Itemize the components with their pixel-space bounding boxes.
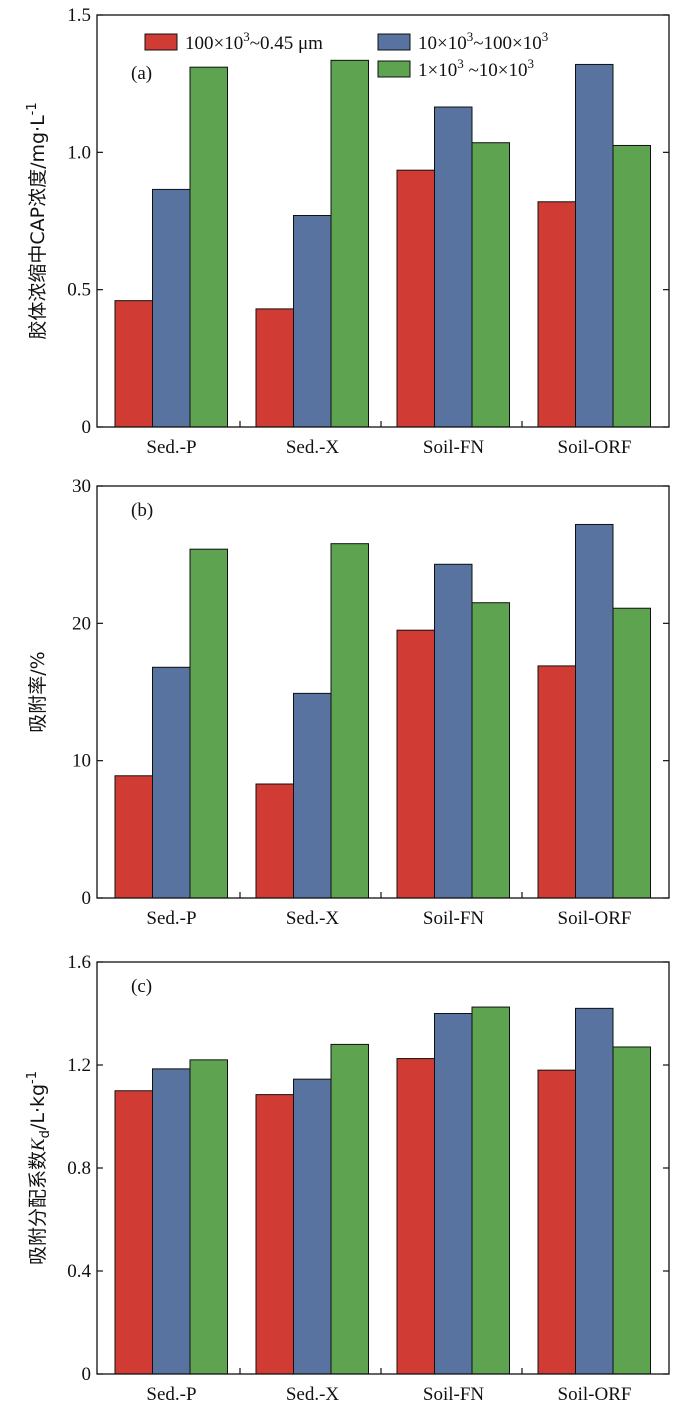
plot-frame — [96, 14, 670, 428]
bar-sed-x-series-2 — [330, 543, 369, 899]
y-axis-label: 吸附率/% — [27, 651, 49, 732]
bar-sed-x-series-2 — [330, 59, 369, 428]
x-category-label: Sed.-X — [286, 437, 340, 458]
panel-label: (b) — [131, 500, 153, 521]
bar-sed-x-series-0 — [255, 783, 294, 899]
chart-panel-b: 0 10 20 30 Sed.-P Sed.-X Soil-FN Soil-ORF (b) 吸附率… — [27, 476, 670, 929]
bar-sed-x-series-2 — [330, 1043, 369, 1375]
x-category-label: Sed.-P — [146, 1384, 196, 1405]
bar-soil-orf-series-1 — [575, 63, 614, 428]
legend-label-0: 100×103~0.45 μm — [185, 29, 323, 54]
legend-label-2: 1×103 ~10×103 — [418, 56, 534, 81]
bar-sed-x-series-0 — [255, 1094, 294, 1375]
bar-soil-orf-series-1 — [575, 523, 614, 899]
bar-soil-fn-series-2 — [471, 142, 510, 428]
bar-soil-fn-series-0 — [396, 169, 435, 428]
legend-swatch-2 — [377, 60, 411, 78]
panel-label: (c) — [131, 976, 152, 997]
bar-soil-fn-series-1 — [434, 106, 473, 428]
y-tick-label: 0 — [82, 888, 92, 909]
y-tick-label: 1.2 — [67, 1055, 91, 1076]
bar-soil-orf-series-0 — [537, 1069, 576, 1375]
bar-soil-fn-series-2 — [471, 1006, 510, 1375]
bar-soil-orf-series-0 — [537, 201, 576, 428]
chart-panel-a: 0 0.5 1.0 1.5 Sed.-P Sed.-X Soil-FN Soil-ORF (a)… — [25, 5, 670, 458]
legend-swatch-0 — [144, 33, 178, 51]
bar-sed-p-series-2 — [189, 1059, 228, 1375]
y-tick-label: 0.5 — [67, 280, 91, 301]
y-tick-label: 1.0 — [67, 142, 91, 163]
bar-sed-p-series-2 — [189, 548, 228, 899]
bar-sed-x-series-0 — [255, 308, 294, 428]
bar-sed-p-series-0 — [114, 775, 153, 899]
x-category-label: Sed.-P — [146, 908, 196, 929]
bar-sed-p-series-2 — [189, 66, 228, 428]
y-tick-label: 0.8 — [67, 1158, 91, 1179]
bar-soil-fn-series-1 — [434, 1013, 473, 1375]
bar-sed-x-series-1 — [293, 215, 332, 428]
bar-soil-orf-series-2 — [612, 607, 651, 899]
y-tick-label: 10 — [72, 751, 91, 772]
panel-label: (a) — [131, 63, 152, 84]
bar-sed-p-series-1 — [152, 1068, 191, 1375]
x-category-label: Soil-ORF — [558, 437, 632, 458]
bar-sed-p-series-0 — [114, 1090, 153, 1375]
x-category-label: Sed.-X — [286, 1384, 340, 1405]
y-tick-label: 0 — [82, 1364, 92, 1385]
legend-swatch-1 — [377, 33, 411, 51]
plot-frame — [96, 485, 670, 899]
y-tick-label: 30 — [72, 476, 91, 497]
bar-soil-orf-series-2 — [612, 1046, 651, 1375]
y-tick-label: 20 — [72, 613, 91, 634]
y-tick-label: 0.4 — [67, 1261, 91, 1282]
x-category-label: Sed.-X — [286, 908, 340, 929]
y-axis-label: 胶体浓缩中CAP浓度/mg·L-1 — [25, 102, 49, 339]
bar-soil-orf-series-0 — [537, 665, 576, 899]
bar-soil-fn-series-0 — [396, 1058, 435, 1375]
x-category-label: Soil-FN — [423, 1384, 485, 1405]
x-category-label: Soil-FN — [423, 908, 485, 929]
bar-sed-x-series-1 — [293, 692, 332, 899]
bar-sed-x-series-1 — [293, 1078, 332, 1375]
y-tick-label: 1.6 — [67, 952, 91, 973]
bar-sed-p-series-1 — [152, 188, 191, 428]
legend-label-1: 10×103~100×103 — [418, 29, 548, 54]
y-tick-label: 1.5 — [67, 5, 91, 26]
bar-soil-fn-series-1 — [434, 563, 473, 899]
bar-soil-orf-series-1 — [575, 1007, 614, 1375]
y-axis-label: 吸附分配系数Kd/L·kg-1 — [25, 1071, 53, 1265]
bar-soil-fn-series-0 — [396, 629, 435, 899]
bar-soil-orf-series-2 — [612, 144, 651, 428]
y-tick-label: 0 — [82, 417, 92, 438]
bar-soil-fn-series-2 — [471, 602, 510, 899]
x-category-label: Sed.-P — [146, 437, 196, 458]
x-category-label: Soil-ORF — [558, 908, 632, 929]
x-category-label: Soil-ORF — [558, 1384, 632, 1405]
bar-sed-p-series-0 — [114, 300, 153, 428]
bar-sed-p-series-1 — [152, 666, 191, 899]
x-category-label: Soil-FN — [423, 437, 485, 458]
chart-panel-c: 0 0.4 0.8 1.2 1.6 Sed.-P Sed.-X Soil-FN Soil-ORF… — [25, 952, 670, 1405]
